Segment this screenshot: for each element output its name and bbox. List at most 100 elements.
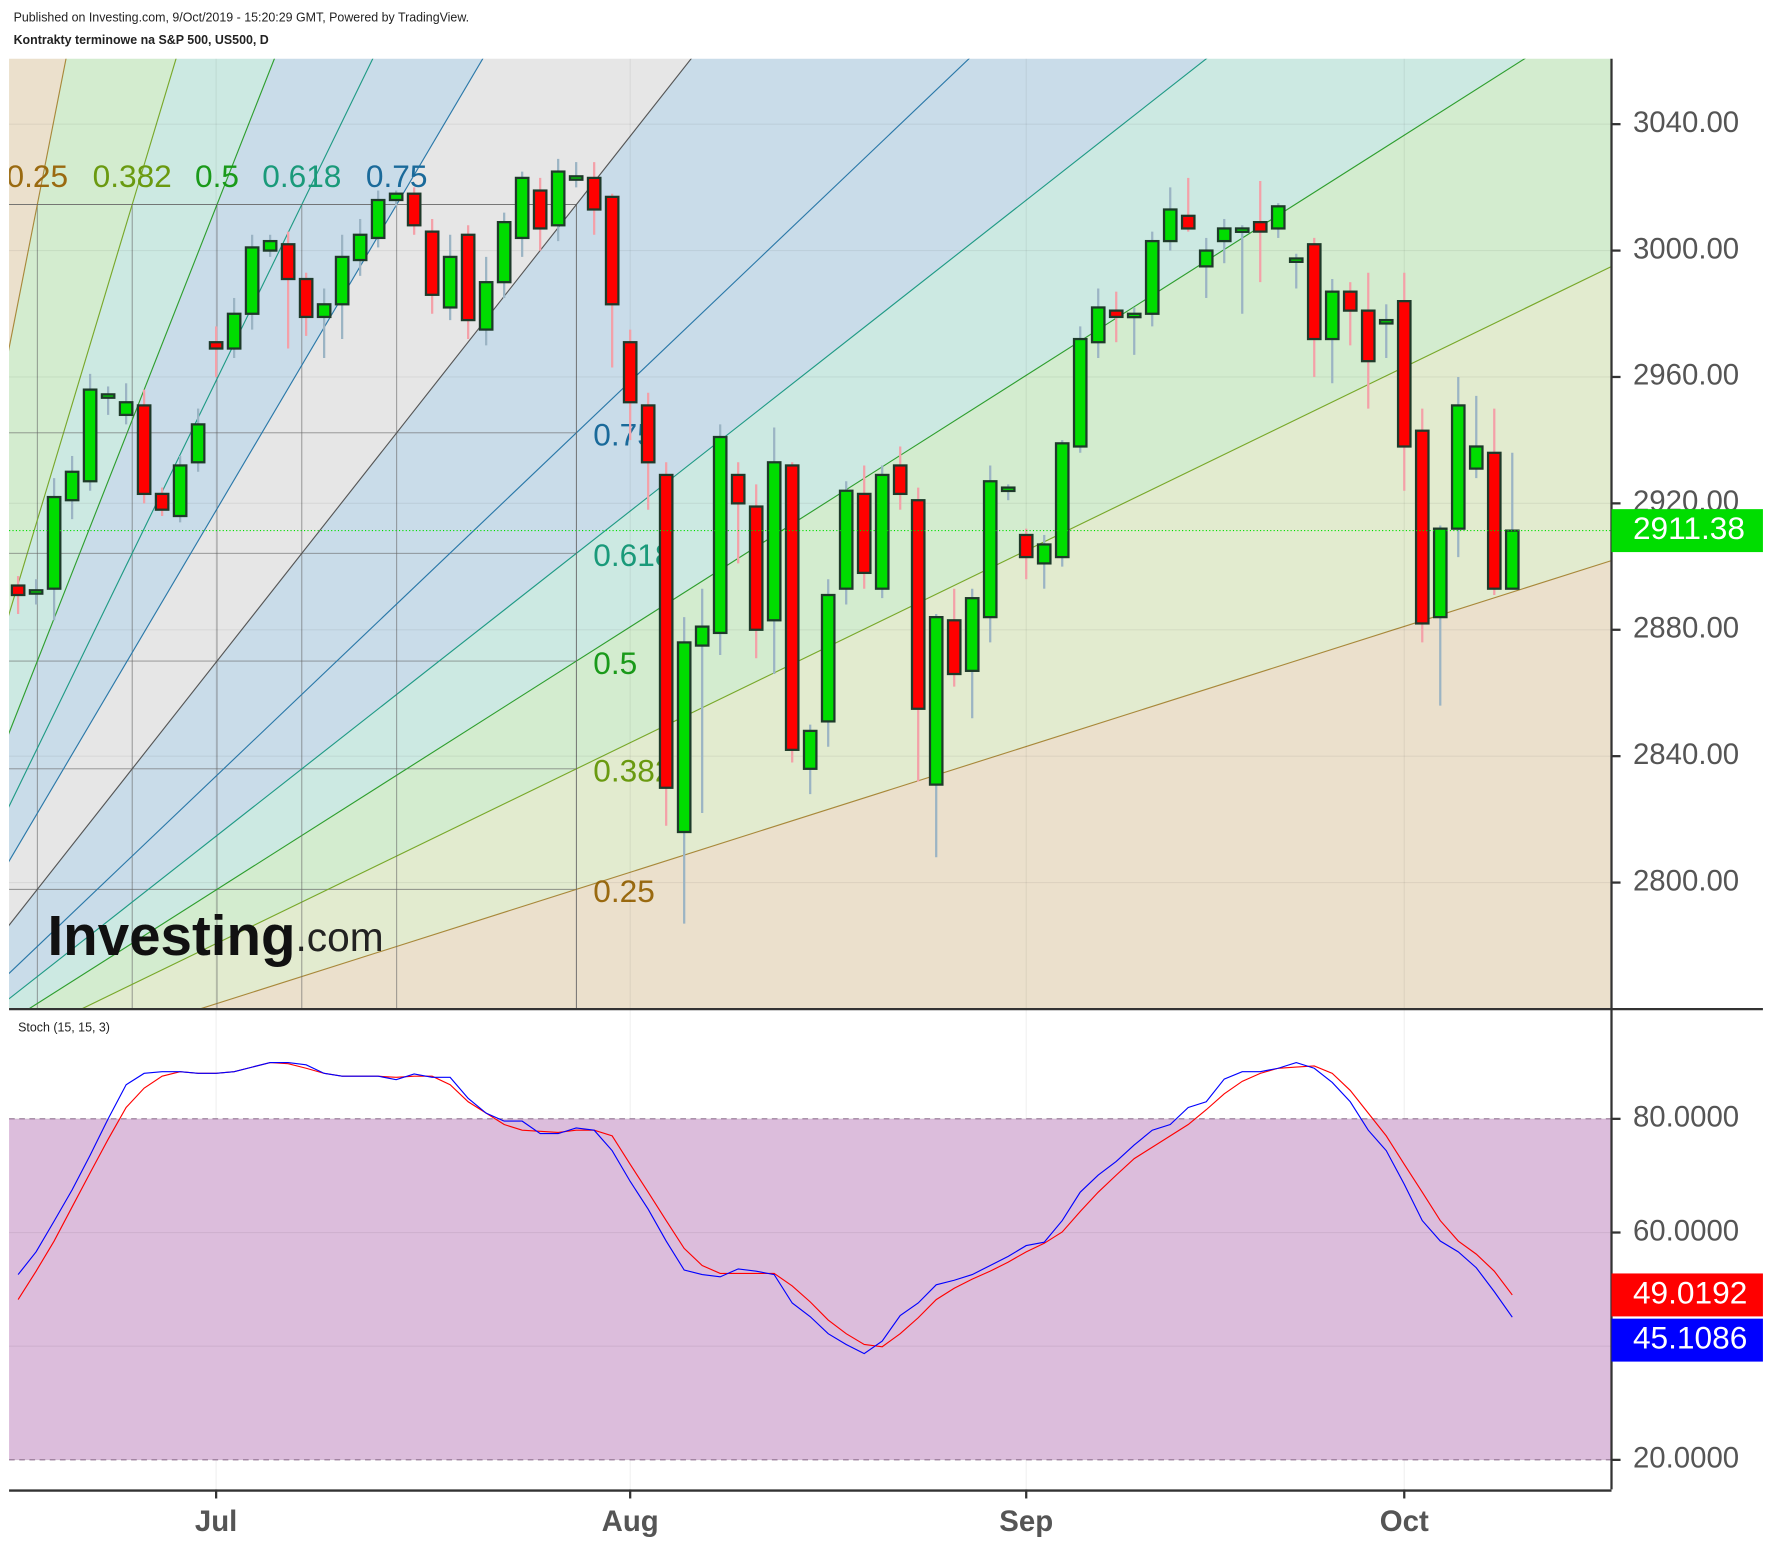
last-value-label: 45.1086	[1633, 1319, 1747, 1355]
candle-body	[928, 616, 944, 786]
fan-level-label: 0.382	[93, 158, 172, 194]
candle-body	[1108, 309, 1124, 319]
y-tick-label: 2800.00	[1633, 864, 1739, 897]
chart-title: Kontrakty terminowe na S&P 500, US500, D	[14, 33, 269, 47]
fan-level-label: 0.618	[262, 158, 341, 194]
fan-ray	[200, 559, 1612, 1009]
candle-body	[370, 198, 386, 240]
candle-body	[748, 505, 764, 631]
y-tick-label: 2960.00	[1633, 359, 1739, 392]
x-tick-label: Aug	[602, 1505, 659, 1538]
stoch-title: Stoch (15, 15, 3)	[18, 1021, 110, 1035]
candle-body	[658, 473, 674, 789]
candle-body	[1198, 249, 1214, 268]
candle-body	[730, 473, 746, 505]
candle-body	[1216, 227, 1232, 243]
candle-body	[208, 341, 224, 350]
candle-body	[118, 401, 134, 417]
candle-body	[1054, 442, 1070, 559]
y-tick-label: 2840.00	[1633, 738, 1739, 771]
axis-labels: 2800.002840.002880.002920.002960.003000.…	[195, 106, 1763, 1538]
candle-body	[244, 246, 260, 315]
candle-body	[316, 303, 332, 319]
y-tick-label: 2880.00	[1633, 612, 1739, 645]
candle-body	[802, 729, 818, 770]
candle-body	[856, 492, 872, 575]
candle-body	[388, 192, 404, 202]
fan-level-label: 0.5	[195, 158, 239, 194]
header-note: Published on Investing.com, 9/Oct/2019 -…	[14, 10, 470, 24]
candle-body	[334, 255, 350, 306]
fan-level-label: 0.25	[7, 158, 69, 194]
candle-body	[1414, 429, 1430, 625]
fan-ray	[82, 265, 1612, 1009]
candle-body	[424, 230, 440, 296]
y-tick-label: 60.0000	[1633, 1214, 1739, 1247]
candle-body	[838, 489, 854, 590]
candle-body	[262, 239, 278, 252]
candle-body	[532, 189, 548, 230]
candles	[9, 158, 1612, 924]
candle-body	[604, 195, 620, 306]
stoch-pane	[9, 1061, 1621, 1462]
fan-level-label: 0.75	[366, 158, 428, 194]
candle-body	[1144, 239, 1160, 315]
y-tick-label: 20.0000	[1633, 1442, 1739, 1475]
price-grid	[9, 58, 1621, 1499]
candle-body	[514, 176, 530, 240]
candle-body	[226, 312, 242, 350]
candle-body	[676, 641, 692, 834]
candle-body	[406, 192, 422, 227]
candle-body	[892, 464, 908, 496]
fan-level-label: 0.5	[593, 645, 637, 681]
last-value-box	[1611, 1318, 1763, 1362]
candle-body	[190, 423, 206, 464]
candle-body	[1342, 290, 1358, 312]
y-tick-label: 80.0000	[1633, 1101, 1739, 1134]
candle-body	[46, 495, 62, 590]
candle-body	[28, 589, 44, 595]
candle-body	[694, 625, 710, 647]
candle-body	[352, 233, 368, 262]
candle-body	[1360, 309, 1376, 363]
fan-level-label: 0.25	[593, 873, 655, 909]
candle-body	[1036, 543, 1052, 565]
watermark: Investing.com	[47, 904, 383, 967]
candle-body	[1504, 529, 1520, 590]
candle-body	[460, 233, 476, 322]
last-price-label: 2911.38	[1633, 510, 1745, 546]
candle-body	[1090, 306, 1106, 344]
candle-body	[172, 464, 188, 518]
candle-body	[586, 176, 602, 211]
candle-body	[784, 464, 800, 751]
candle-body	[1432, 527, 1448, 619]
fan-ray	[29, 58, 1526, 1009]
candle-body	[1288, 257, 1304, 263]
last-value-label: 49.0192	[1633, 1274, 1747, 1310]
candle-body	[964, 597, 980, 672]
candle-body	[874, 473, 890, 590]
lines	[17, 1061, 1513, 1355]
candle-body	[64, 470, 80, 502]
candle-body	[1234, 227, 1250, 233]
fib-fan: 0.250.250.3820.3820.50.50.6180.6180.750.…	[7, 58, 1612, 1009]
candle-body	[1468, 445, 1484, 470]
last-price-box	[1611, 509, 1763, 553]
candle-body	[478, 281, 494, 331]
candle-body	[298, 277, 314, 319]
candle-body	[1252, 221, 1268, 233]
candle-body	[1324, 290, 1340, 341]
candle-body	[100, 393, 116, 399]
candle-body	[1378, 318, 1394, 325]
x-tick-label: Jul	[195, 1505, 237, 1538]
watermark-suffix: .com	[296, 914, 384, 960]
candle-body	[910, 499, 926, 710]
candle-body	[640, 404, 656, 464]
candle-body	[1450, 404, 1466, 530]
x-tick-label: Oct	[1380, 1505, 1429, 1538]
candle-body	[1180, 214, 1196, 230]
candle-body	[154, 492, 170, 511]
